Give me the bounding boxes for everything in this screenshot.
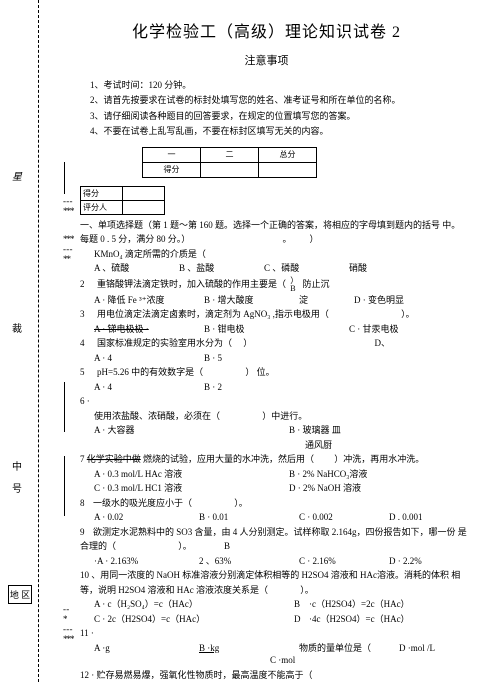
mini-blank2: [123, 200, 165, 214]
q6t: 使用浓盐酸、浓硝酸，必须在（ ）中进行。: [80, 410, 473, 424]
q12: 12 · 贮存易燃易爆，强氧化性物质时，最高温度不能高于（: [80, 669, 473, 683]
q10-opts2: C · 2c（H2SO4）=c（HAc） D ·4c（H2SO4）=c（HAc）: [80, 613, 473, 627]
notice-list: 1、考试时间：120 分钟。 2、请首先按要求在试卷的标封处填写您的姓名、准考证…: [90, 78, 473, 139]
note-2: 2、请首先按要求在试卷的标封处填写您的姓名、准考证号和所在单位的名称。: [90, 93, 473, 107]
questions-body: 一、单项选择题（第 1 题～第 160 题。选择一个正确的答案，将相应的字母填到…: [80, 219, 473, 683]
side-char-star: 星: [12, 168, 22, 183]
q8-opts: A · 0.02 B · 0.01 C · 0.002 D . 0.001: [80, 511, 473, 525]
q2: 2 重铬酸钾法滴定铁时，加入硫酸的作用主要是（ ）B 防止沉: [80, 277, 473, 293]
q5: 5 pH=5.26 中的有效数字是（ ） 位。: [80, 366, 473, 380]
q6-opts: A · 大容器 B · 玻璃器 皿: [80, 424, 473, 438]
note-1: 1、考试时间：120 分钟。: [90, 78, 473, 92]
score-cell-blank2: [259, 162, 317, 177]
side-char-zhong: 中: [12, 458, 22, 473]
q5-opts: A · 4 B · 2: [80, 381, 473, 395]
q11-opts: A ·g B ·kg 物质的量单位是（ D ·mol /L: [80, 642, 473, 656]
exam-subtitle: 注意事项: [60, 52, 473, 68]
q3: 3 用电位滴定法滴定卤素时，滴定剂为 AgNO₃ ,指示电极用（ ）。: [80, 308, 473, 322]
score-summary-table: 一 二 总分 得分: [142, 147, 317, 178]
q10-opts1: A · c（H₂SO₄）=c（HAc） B ·c（H2SO4）=2c（HAc）: [80, 598, 473, 612]
score-row-label: 得分: [143, 162, 201, 177]
grader-table: 得分 评分人: [80, 186, 165, 215]
note-4: 4、不要在试卷上乱写乱画，不要在标封区填写无关的内容。: [90, 124, 473, 138]
q10b: 等，说明 H2SO4 溶液和 HAc 溶液浓度关系是（ ）。: [80, 584, 473, 598]
page-content: 化学检验工（高级）理论知识试卷 2 注意事项 1、考试时间：120 分钟。 2、…: [45, 0, 488, 693]
q11-extra: C ·mol: [80, 654, 473, 668]
mini-score: 得分: [81, 186, 123, 200]
q7-opts2: C · 0.3 mol/L HC1 溶液 D · 2% NaOH 溶液: [80, 482, 473, 496]
q4: 4 国家标准规定的实验室用水分为（ ） D、: [80, 337, 473, 351]
mini-grader: 评分人: [81, 200, 123, 214]
q4-opts: A · 4 B · 5: [80, 352, 473, 366]
score-col-total: 总分: [259, 147, 317, 162]
q9: 9 欲测定水泥熟料中的 SO3 含量，由 4 人分别测定。试样称取 2.164g…: [80, 526, 473, 540]
score-col-2: 二: [201, 147, 259, 162]
side-char-cut: 裁: [12, 320, 22, 335]
q6: 6 ·: [80, 395, 473, 409]
q9-opts: ·A · 2.163% 2 、63% C · 2.16% D · 2.2%: [80, 555, 473, 569]
section-lead: 一、单项选择题（第 1 题～第 160 题。选择一个正确的答案，将相应的字母填到…: [80, 219, 473, 233]
exam-title: 化学检验工（高级）理论知识试卷 2: [60, 18, 473, 42]
q9b: 合理的（ ）。 B: [80, 540, 473, 554]
side-margin: 星 裁 中 号 地 区: [0, 0, 36, 682]
score-col-1: 一: [143, 147, 201, 162]
score-cell-blank1: [201, 162, 259, 177]
binding-dashed-line: [38, 0, 39, 682]
section-lead2: 每题 0 . 5 分，满分 80 分。） 。 ）: [80, 233, 473, 247]
side-char-hao: 号: [12, 480, 22, 495]
q11: 11 ·: [80, 627, 473, 641]
q7: 7 化学实验中做 燃烧的试验，应用大量的水冲洗，然后用（ ）冲洗，再用水冲洗。: [80, 453, 473, 467]
q8: 8 一级水的吸光度应小于（ ）。: [80, 497, 473, 511]
q10a: 10 、用同一浓度的 NaOH 标准溶液分别滴定体积相等的 H2SO4 溶液和 …: [80, 569, 473, 583]
q3-opts: A · 锑电极极 · B · 钳电极 C · 甘汞电极: [80, 323, 473, 337]
q2-opts: A · 降低 Fe ³⁺浓度 B · 增大酸度 淀 D · 变色明显: [80, 294, 473, 308]
q6d-row: 通风厨: [80, 439, 473, 453]
side-box-region: 地 区: [8, 585, 32, 604]
note-3: 3、请仔细阅读各种题目的回答要求，在规定的位置填写您的答案。: [90, 109, 473, 123]
q1: KMnO₄ 滴定所需的介质是（: [80, 248, 473, 262]
q7-opts1: A · 0.3 mol/L HAc 溶液 B · 2% NaHCO₃溶液: [80, 468, 473, 482]
mini-blank1: [123, 186, 165, 200]
q1-opts: A 、硫酸 B 、盐酸 C 、磷酸 硝酸: [80, 262, 473, 276]
